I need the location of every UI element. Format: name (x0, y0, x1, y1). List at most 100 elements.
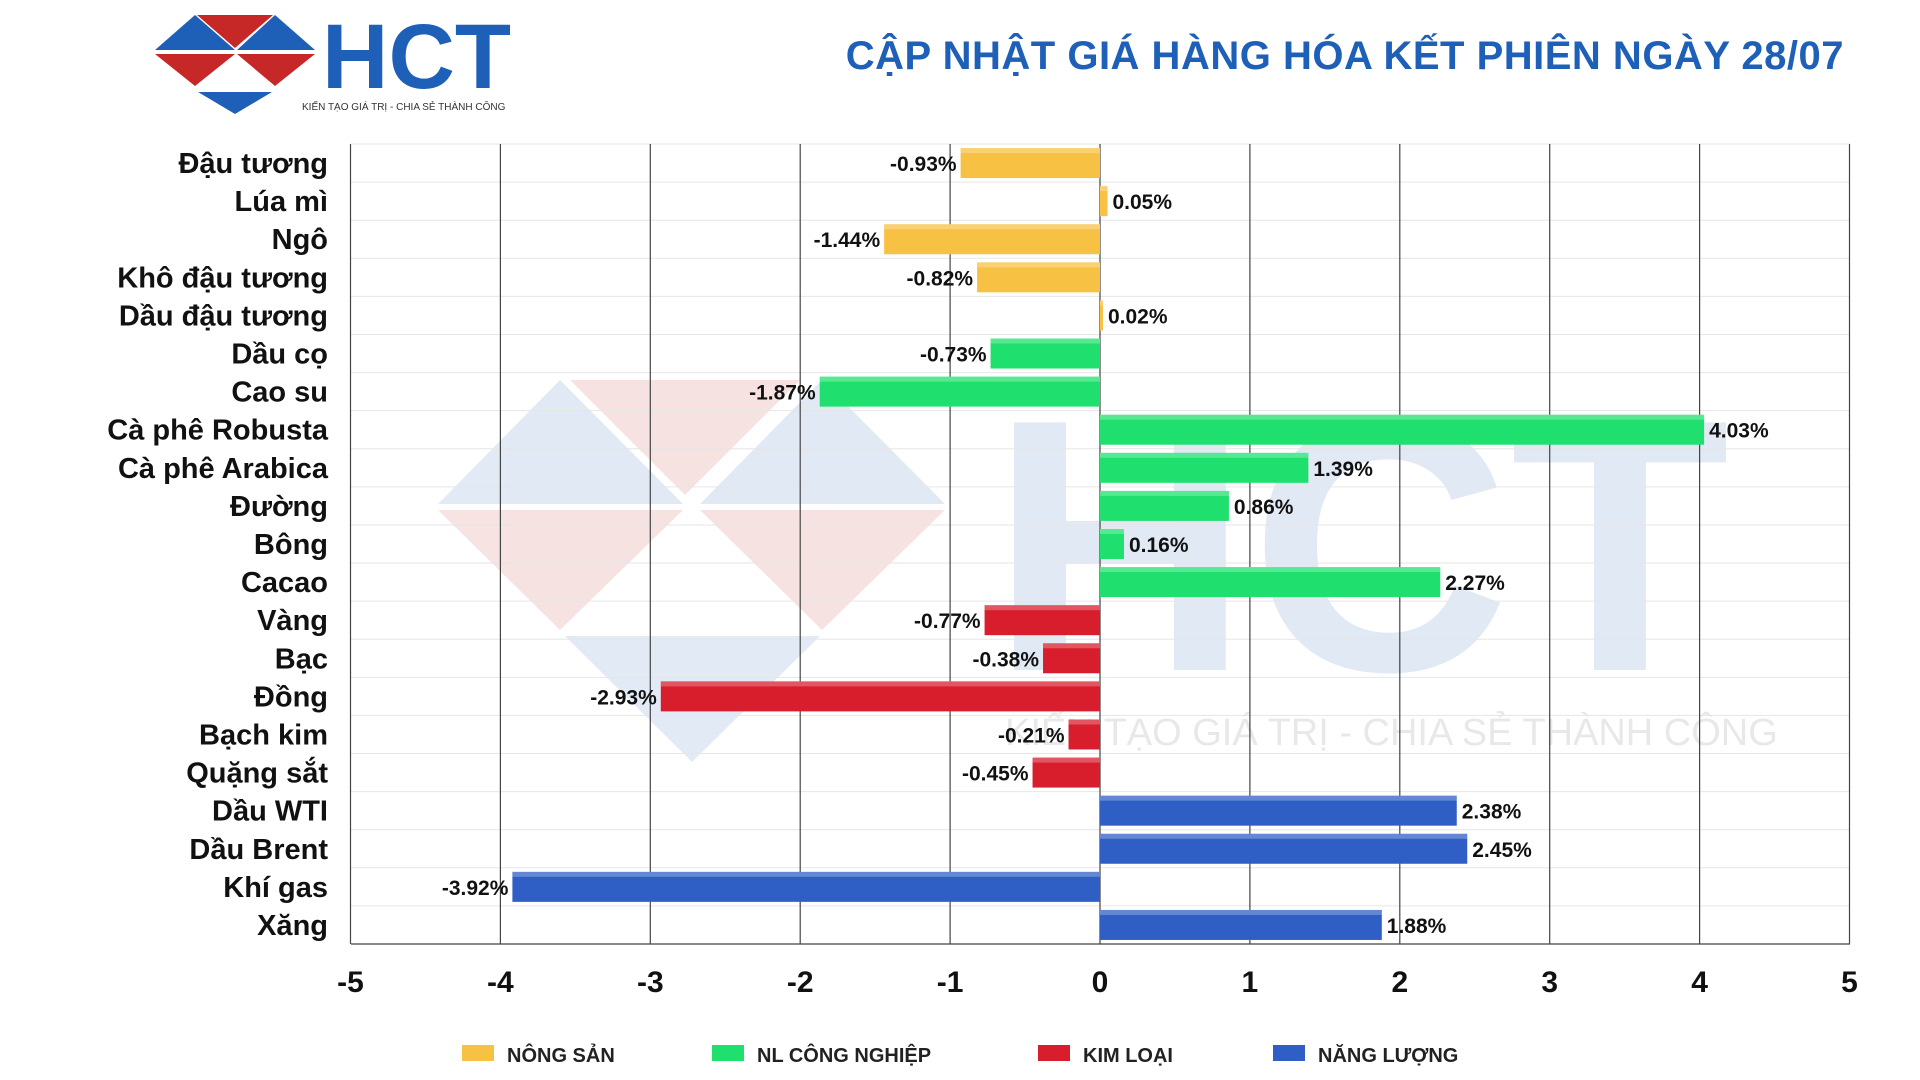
bar (1043, 643, 1100, 674)
value-label: 1.39% (1313, 458, 1373, 481)
bar (1100, 795, 1457, 826)
bar-highlight (1100, 795, 1457, 801)
x-tick-label: 0 (1092, 966, 1109, 999)
x-tick-label: -5 (337, 966, 364, 999)
category-label: Cacao (241, 567, 328, 599)
category-label: Đồng (254, 681, 328, 713)
bar-highlight (884, 224, 1100, 230)
legend-label: NL CÔNG NGHIỆP (757, 1043, 931, 1067)
bar-highlight (984, 605, 1100, 611)
bar-highlight (1043, 643, 1100, 649)
bar-highlight (1100, 529, 1124, 534)
bar (1100, 909, 1382, 940)
bar-highlight (660, 681, 1100, 687)
value-label: 0.86% (1234, 496, 1294, 519)
legend-swatch (712, 1045, 744, 1061)
value-label: -0.77% (914, 610, 981, 633)
bar (1100, 833, 1468, 864)
bar (960, 148, 1100, 179)
bar-highlight (1100, 567, 1441, 573)
svg-text:KIẾN TẠO GIÁ TRỊ - CHIA SẺ THÀ: KIẾN TẠO GIÁ TRỊ - CHIA SẺ THÀNH CÔNG (1005, 710, 1778, 754)
legend-label: NÔNG SẢN (507, 1043, 615, 1067)
bar-highlight (1100, 490, 1229, 496)
x-tick-label: -4 (487, 966, 514, 999)
bar (1100, 452, 1309, 483)
value-label: -0.82% (907, 267, 974, 290)
x-tick-label: 4 (1691, 966, 1708, 999)
bar-highlight (1100, 833, 1468, 839)
category-label: Ngô (272, 224, 328, 256)
category-label: Xăng (257, 910, 328, 942)
category-label: Đậu tương (178, 148, 328, 180)
bar (984, 605, 1100, 636)
x-tick-label: 3 (1541, 966, 1558, 999)
bar (1100, 490, 1229, 521)
bar (1100, 300, 1103, 331)
bar (884, 224, 1100, 255)
bar-highlight (1100, 300, 1103, 306)
bar-highlight (1100, 414, 1705, 420)
value-label: 0.02% (1108, 305, 1168, 328)
value-label: -3.92% (442, 877, 509, 900)
category-label: Lúa mì (235, 186, 328, 218)
bar (1068, 719, 1100, 750)
value-label: 2.27% (1445, 572, 1505, 595)
category-label: Đường (230, 491, 328, 523)
bar-highlight (819, 376, 1100, 382)
x-tick-label: 2 (1391, 966, 1408, 999)
value-label: 4.03% (1709, 420, 1769, 443)
bar-highlight (1032, 757, 1100, 763)
value-label: 0.05% (1112, 191, 1172, 214)
svg-text:HCT: HCT (322, 10, 510, 108)
category-label: Cà phê Robusta (107, 415, 329, 447)
category-label: Dầu Brent (189, 834, 328, 866)
value-label: -0.45% (962, 763, 1029, 786)
value-label: -0.21% (998, 724, 1065, 747)
bar (990, 338, 1100, 369)
category-label: Khô đậu tương (117, 262, 328, 294)
category-label: Cao su (231, 377, 328, 409)
legend-label: NĂNG LƯỢNG (1318, 1044, 1458, 1067)
value-label: -0.38% (972, 648, 1039, 671)
bar-highlight (1100, 909, 1382, 915)
value-label: -0.93% (890, 153, 957, 176)
legend-swatch (1038, 1045, 1070, 1061)
x-tick-label: -1 (937, 966, 964, 999)
category-label: Dầu đậu tương (119, 300, 328, 332)
bar-highlight (977, 262, 1100, 268)
category-label: Dầu WTI (212, 796, 328, 828)
value-label: 1.88% (1387, 915, 1447, 938)
x-tick-label: 1 (1242, 966, 1259, 999)
bar-highlight (990, 338, 1100, 344)
value-label: 0.16% (1129, 534, 1189, 557)
hct-logo: HCT KIẾN TẠO GIÁ TRỊ - CHIA SẺ THÀNH CÔN… (155, 10, 510, 114)
value-label: 2.45% (1472, 839, 1532, 862)
value-label: -1.44% (814, 229, 881, 252)
category-label: Dầu cọ (231, 339, 328, 371)
value-label: -2.93% (590, 686, 657, 709)
value-label: 2.38% (1462, 801, 1522, 824)
x-tick-label: 5 (1841, 966, 1858, 999)
bar (1100, 186, 1108, 217)
bar (512, 871, 1100, 902)
bar-highlight (1068, 719, 1100, 725)
category-label: Bông (254, 529, 328, 561)
category-label: Khí gas (223, 872, 328, 904)
category-label: Bạch kim (199, 719, 328, 751)
bar (1100, 414, 1705, 445)
bar-highlight (960, 148, 1100, 154)
value-label: -0.73% (920, 344, 987, 367)
bar-highlight (1100, 186, 1108, 192)
value-label: -1.87% (749, 382, 816, 405)
legend-label: KIM LOẠI (1083, 1045, 1173, 1067)
category-label: Quặng sắt (186, 756, 328, 790)
x-tick-label: -2 (787, 966, 814, 999)
bar-highlight (1100, 452, 1309, 458)
bar (1100, 567, 1441, 598)
bar (660, 681, 1100, 712)
legend-swatch (1273, 1045, 1305, 1061)
page-title: CẬP NHẬT GIÁ HÀNG HÓA KẾT PHIÊN NGÀY 28/… (845, 34, 1844, 78)
svg-text:KIẾN TẠO GIÁ TRỊ - CHIA SẺ THÀ: KIẾN TẠO GIÁ TRỊ - CHIA SẺ THÀNH CÔNG (302, 100, 506, 113)
category-label: Cà phê Arabica (118, 453, 329, 485)
